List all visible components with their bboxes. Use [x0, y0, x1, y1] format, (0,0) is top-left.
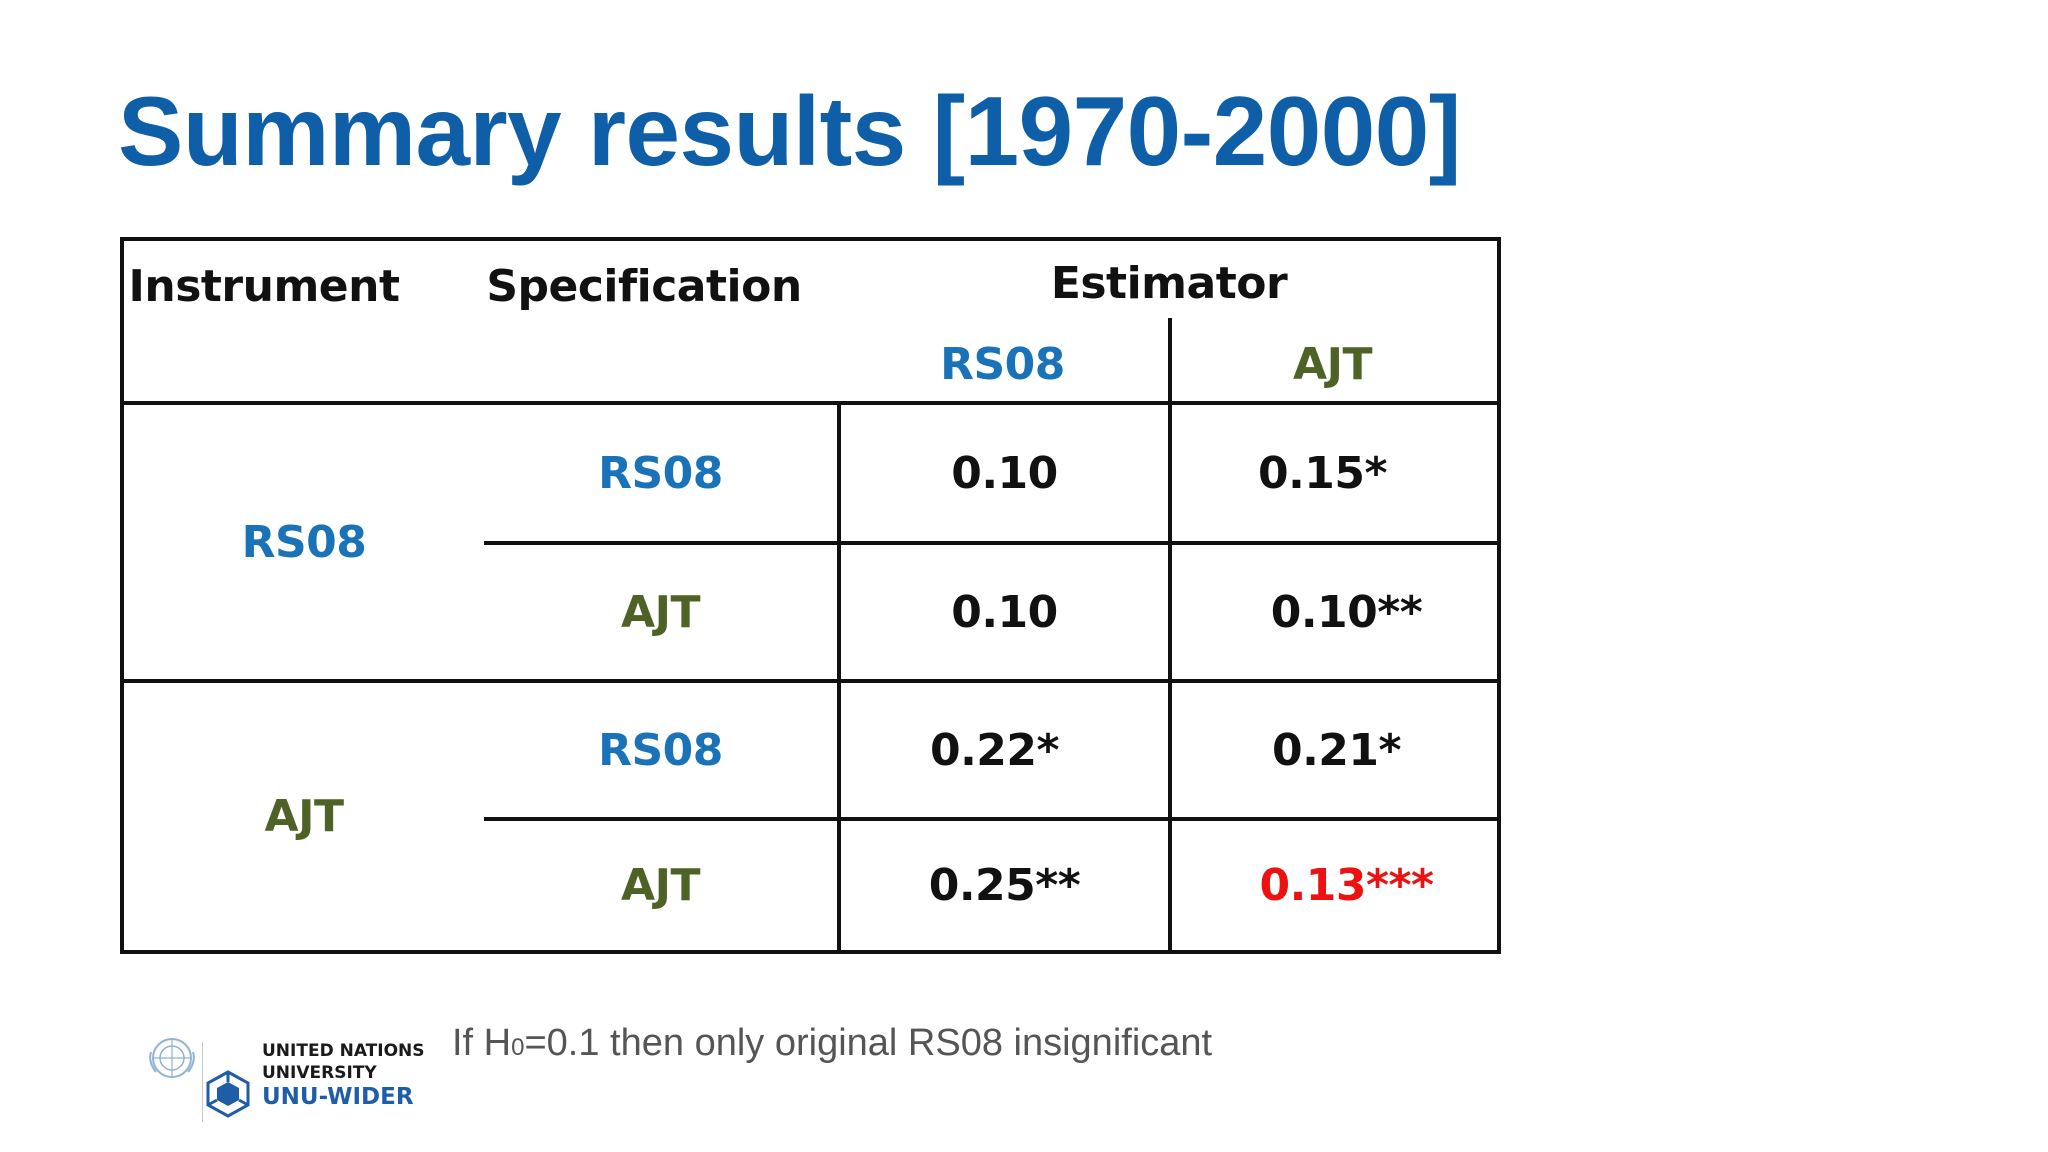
instrument-ajt: AJT	[264, 791, 344, 842]
slide-title: Summary results [1970-2000]	[118, 76, 1461, 186]
header-estimator-ajt: AJT	[1293, 338, 1372, 390]
footer-note: If H0=0.1 then only original RS08 insign…	[452, 1022, 1213, 1064]
logo-wider-name: UNU-WIDER	[262, 1084, 414, 1110]
value-cell: 0.25**	[928, 860, 1081, 911]
value-cell: 0.10**	[1270, 586, 1423, 638]
value-cell: 0.10	[951, 586, 1058, 638]
col-divider	[1168, 318, 1172, 950]
logo-divider	[202, 1042, 203, 1122]
value-cell: 0.22*	[929, 724, 1060, 776]
unu-wider-logo: UNITED NATIONS UNIVERSITY UNU-WIDER	[146, 1034, 426, 1124]
value-cell: 0.21*	[1271, 724, 1402, 776]
row-divider	[484, 817, 1497, 821]
group-divider	[124, 679, 1497, 683]
value-cell: 0.15*	[1257, 447, 1388, 499]
row-divider	[484, 541, 1497, 545]
header-estimator: Estimator	[1050, 257, 1288, 309]
header-specification: Specification	[486, 260, 802, 312]
col-divider	[837, 401, 841, 950]
header-divider	[124, 401, 1497, 405]
header-instrument: Instrument	[128, 260, 401, 312]
unu-wider-cube-icon	[206, 1070, 250, 1118]
highlighted-value-cell: 0.13***	[1259, 860, 1434, 911]
value-cell: 0.10	[951, 447, 1058, 499]
spec-ajt: AJT	[621, 586, 700, 638]
spec-ajt: AJT	[621, 860, 700, 911]
spec-rs08: RS08	[598, 724, 723, 776]
un-emblem-icon	[149, 1038, 195, 1078]
header-estimator-rs08: RS08	[940, 338, 1065, 390]
results-table: Instrument Specification Estimator RS08 …	[120, 237, 1501, 954]
spec-rs08: RS08	[598, 447, 723, 499]
logo-org-name: UNITED NATIONS UNIVERSITY	[262, 1041, 425, 1083]
instrument-rs08: RS08	[241, 516, 367, 568]
